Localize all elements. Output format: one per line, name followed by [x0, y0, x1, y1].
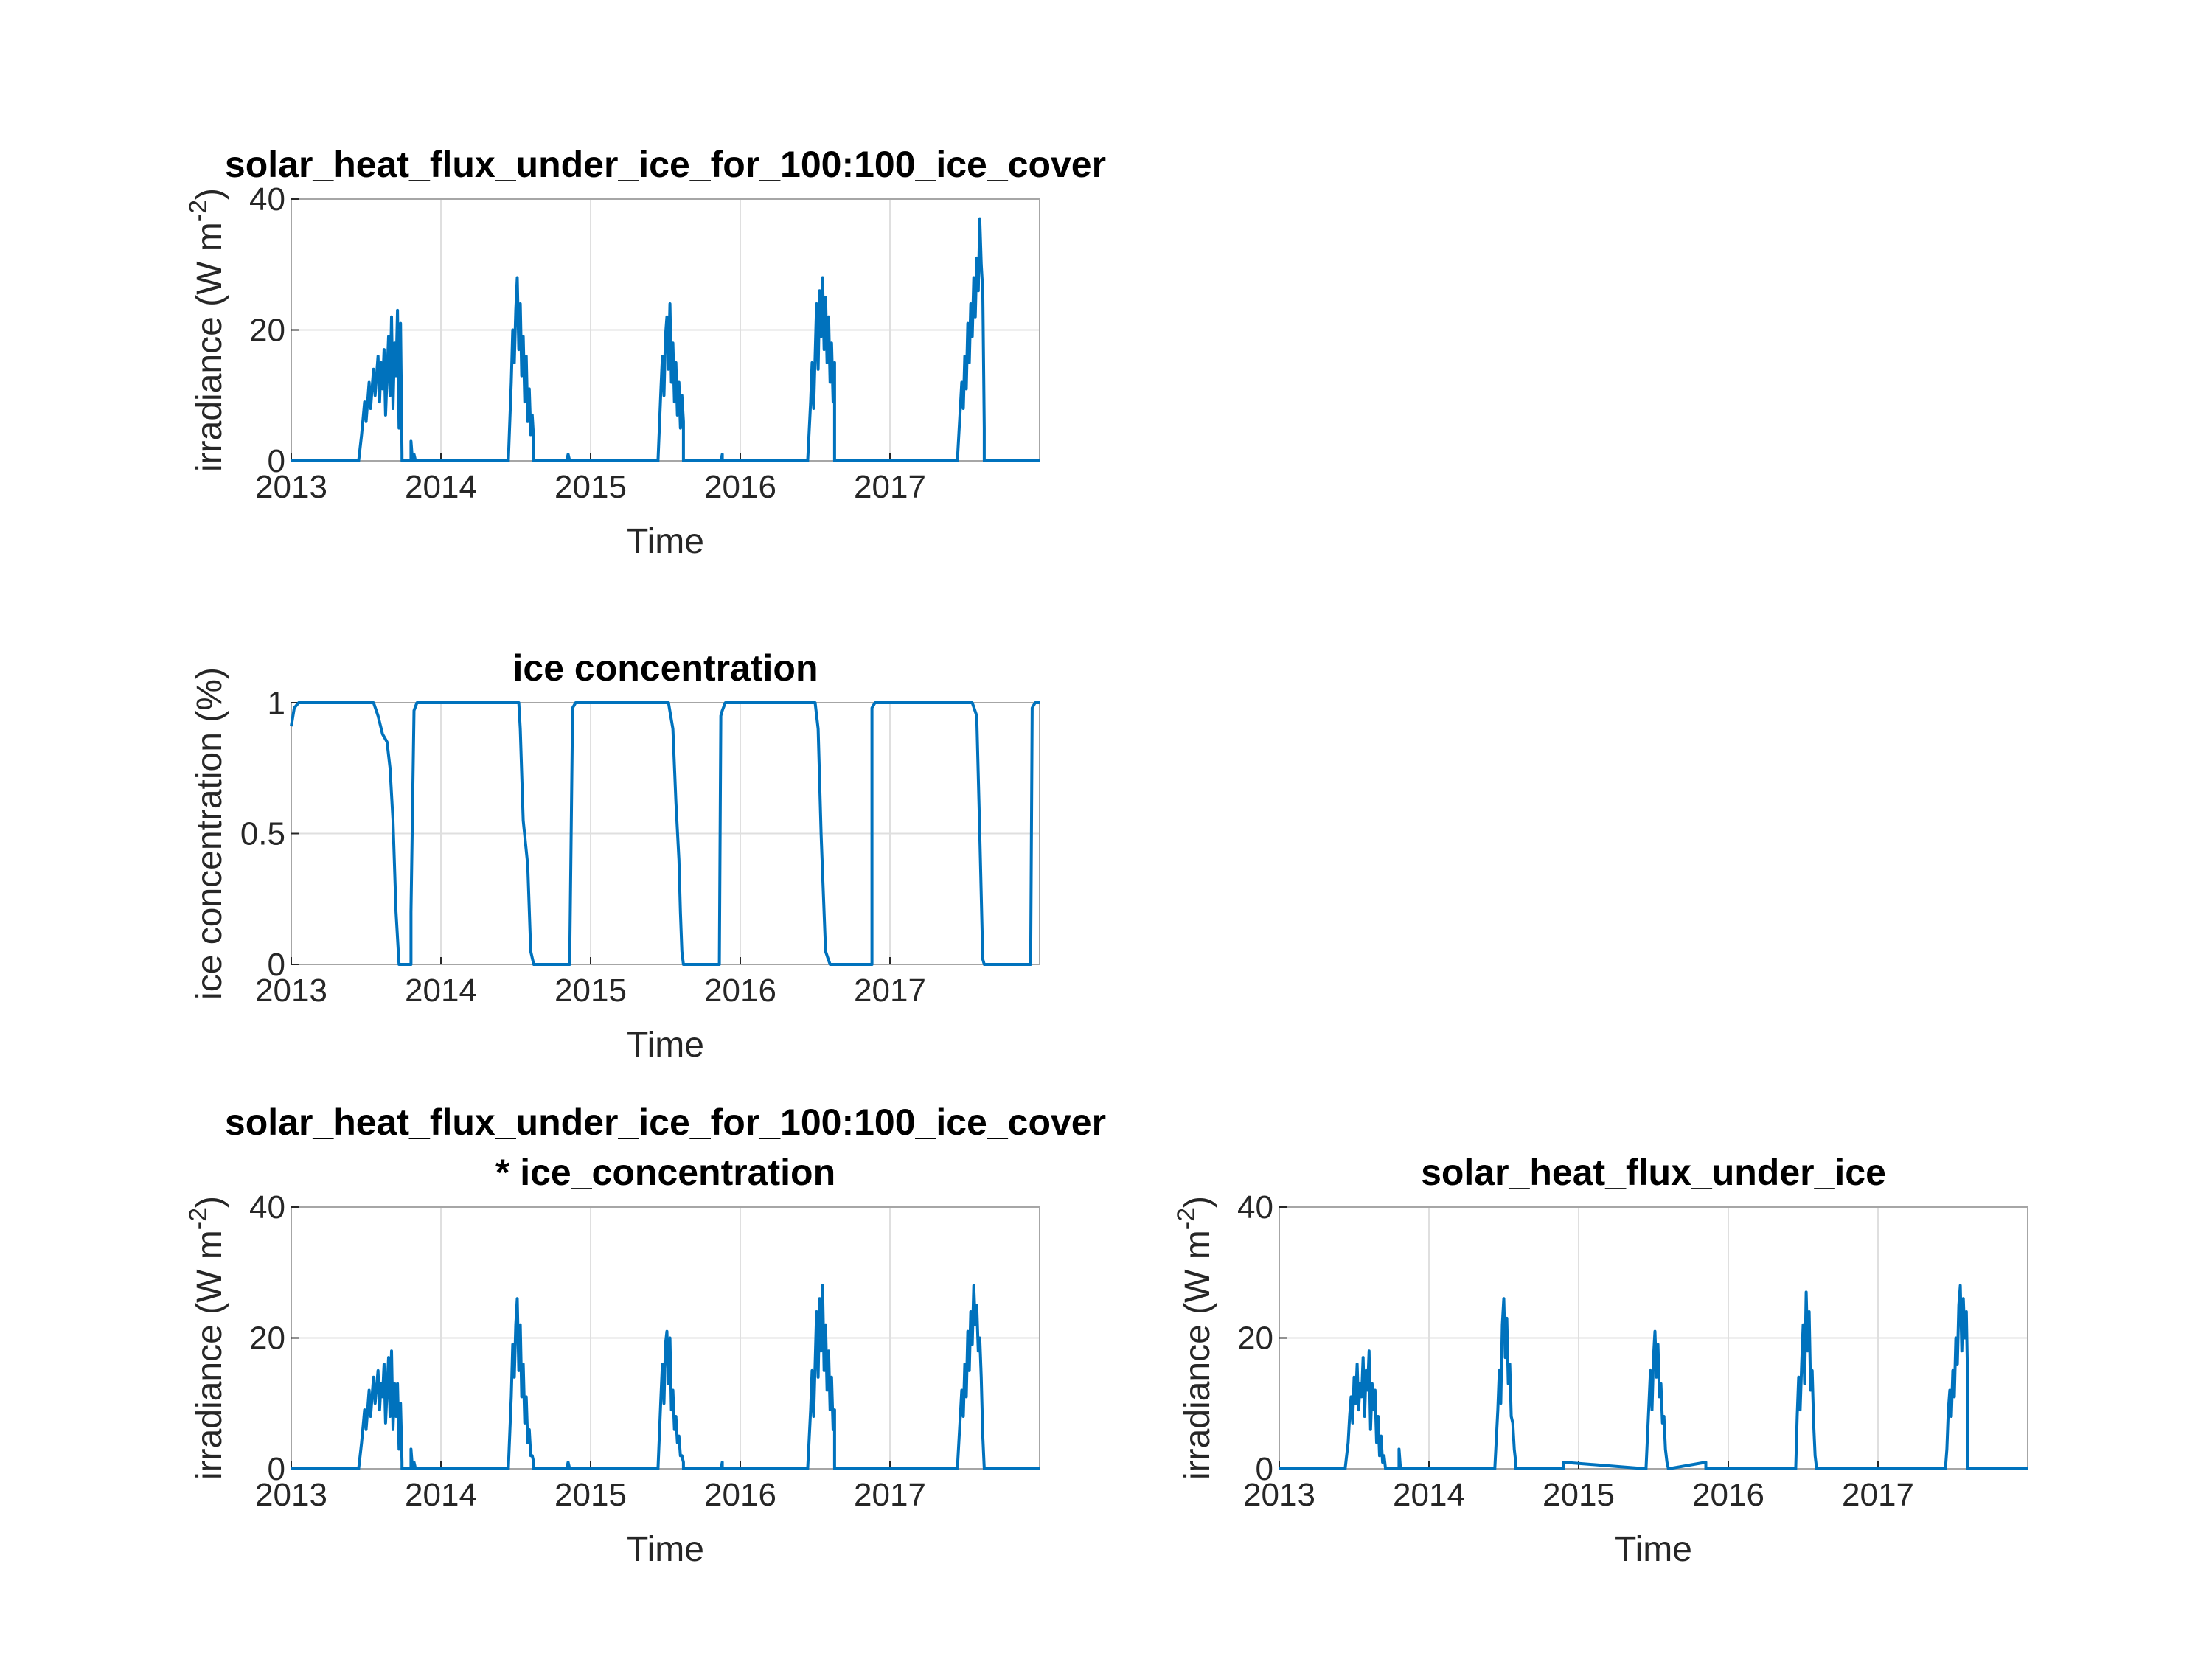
y-tick-label: 0: [268, 947, 285, 983]
x-tick-label: 2014: [405, 469, 477, 505]
y-tick-label: 20: [249, 1321, 285, 1357]
x-tick-label: 2016: [704, 469, 776, 505]
y-axis-label-text: ice concentration (%): [190, 667, 229, 1000]
x-tick-label: 2013: [255, 469, 327, 505]
y-tick-label: 0.5: [240, 816, 285, 852]
y-axis-label-text: irradiance (W m: [190, 222, 229, 472]
y-tick-label: 0: [268, 443, 285, 479]
x-tick-label: 2013: [255, 973, 327, 1009]
x-axis-label: Time: [627, 1026, 704, 1065]
y-tick-label: 1: [268, 685, 285, 721]
y-axis-label-superscript: -2: [1172, 1208, 1200, 1230]
x-tick-label: 2015: [1543, 1477, 1615, 1513]
y-axis-label: irradiance (W m-2): [184, 1196, 229, 1480]
chart-title: solar_heat_flux_under_ice: [1421, 1152, 1886, 1193]
x-tick-label: 2017: [854, 469, 926, 505]
y-tick-label: 20: [249, 313, 285, 349]
chart-title: solar_heat_flux_under_ice_for_100:100_ic…: [225, 144, 1106, 185]
y-axis-label-suffix: ): [190, 188, 229, 200]
y-tick-label: 0: [1256, 1451, 1273, 1487]
series-line: [290, 701, 1040, 966]
y-axis-label-suffix: ): [190, 1196, 229, 1208]
y-tick-label: 20: [1237, 1321, 1273, 1357]
chart-p3: 2013 2014 2015 2016 2017 0 20 40 solar_heat_flux…: [184, 1102, 1106, 1569]
chart-title: solar_heat_flux_under_ice_for_100:100_ic…: [225, 1102, 1106, 1143]
series-line: [291, 217, 1040, 462]
chart-p1: 2013 2014 2015 2016 2017 0 20 40solar_heat_flux…: [184, 144, 1106, 561]
series-line: [291, 1284, 1040, 1470]
y-axis-label-suffix: ): [1178, 1196, 1217, 1208]
x-tick-label: 2017: [854, 973, 926, 1009]
chart-p2: 2013 2014 2015 2016 2017 0 0.5 1 ice concentrati…: [190, 647, 1040, 1065]
chart-title: * ice_concentration: [495, 1152, 835, 1193]
x-tick-label: 2015: [554, 973, 627, 1009]
chart-p4: 2013 2014 2015 2016 2017 0 20 40 solar_heat_flux…: [1172, 1152, 2028, 1569]
x-tick-label: 2017: [1842, 1477, 1914, 1513]
y-tick-label: 40: [1237, 1189, 1273, 1225]
x-axis-label: Time: [1615, 1530, 1692, 1569]
y-tick-label: 40: [249, 1189, 285, 1225]
x-axis-label: Time: [627, 1530, 704, 1569]
y-tick-label: 0: [268, 1451, 285, 1487]
x-tick-label: 2016: [704, 1477, 776, 1513]
y-axis-label-superscript: -2: [184, 200, 212, 222]
x-tick-label: 2016: [704, 973, 776, 1009]
y-axis-label: ice concentration (%): [190, 667, 229, 1000]
x-axis-label: Time: [627, 522, 704, 561]
series-line: [1279, 1284, 2028, 1470]
x-tick-label: 2014: [405, 1477, 477, 1513]
y-axis-label: irradiance (W m-2): [1172, 1196, 1217, 1480]
x-tick-label: 2013: [255, 1477, 327, 1513]
y-axis-label-text: irradiance (W m: [1178, 1230, 1217, 1480]
y-axis-label: irradiance (W m-2): [184, 188, 229, 472]
y-tick-label: 40: [249, 181, 285, 218]
chart-title: ice concentration: [513, 647, 818, 689]
y-axis-label-text: irradiance (W m: [190, 1230, 229, 1480]
x-tick-label: 2015: [554, 469, 627, 505]
x-tick-label: 2014: [405, 973, 477, 1009]
x-tick-label: 2014: [1393, 1477, 1465, 1513]
x-tick-label: 2015: [554, 1477, 627, 1513]
x-tick-label: 2016: [1692, 1477, 1764, 1513]
y-axis-label-superscript: -2: [184, 1208, 212, 1230]
x-tick-label: 2017: [854, 1477, 926, 1513]
x-tick-label: 2013: [1243, 1477, 1315, 1513]
